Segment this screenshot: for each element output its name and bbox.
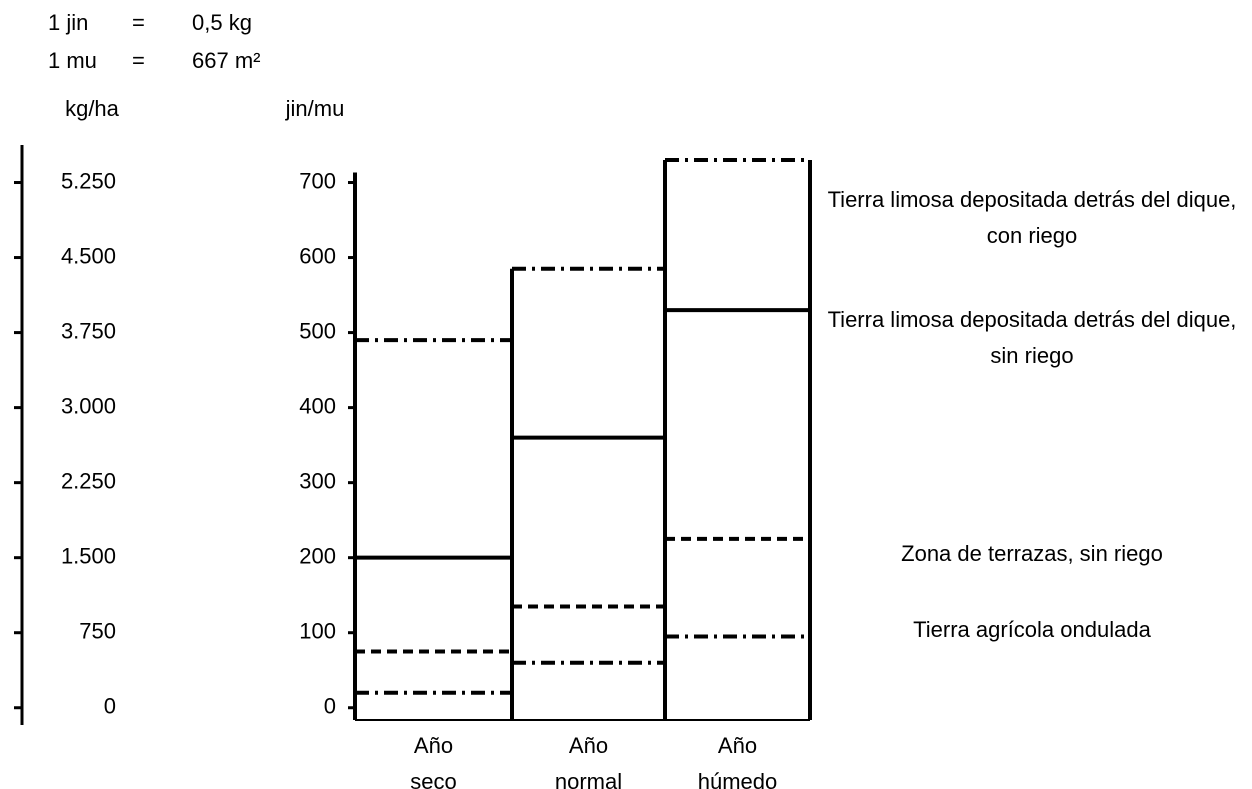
legend-label: Tierra agrícola ondulada xyxy=(913,617,1151,642)
y-tick-label: 300 xyxy=(299,468,336,493)
conversion-value: 0,5 kg xyxy=(192,10,252,35)
conversion-unit: 1 jin xyxy=(48,10,88,35)
y2-tick-label: 4.500 xyxy=(61,243,116,268)
legend-label: Tierra limosa depositada detrás del diqu… xyxy=(827,307,1237,368)
legend-label: Zona de terrazas, sin riego xyxy=(901,541,1163,566)
x-tick-label: Año seco xyxy=(410,733,457,789)
conversion-unit: 1 mu xyxy=(48,48,97,73)
y-tick-label: 600 xyxy=(299,243,336,268)
x-tick-label: Año normal xyxy=(554,733,623,789)
y2-tick-label: 1.500 xyxy=(61,543,116,568)
y-tick-label: 500 xyxy=(299,318,336,343)
y2-tick-label: 750 xyxy=(79,619,116,644)
y-tick-label: 700 xyxy=(299,168,336,193)
y2-tick-label: 5.250 xyxy=(61,168,116,193)
y-tick-label: 0 xyxy=(324,694,336,719)
conversion-value: 667 m² xyxy=(192,48,260,73)
legend-label: Tierra limosa depositada detrás del diqu… xyxy=(827,187,1237,248)
x-tick-label: Año húmedo xyxy=(697,733,778,789)
y-tick-label: 100 xyxy=(299,619,336,644)
y-axis-label: jin/mu xyxy=(285,96,345,121)
y2-tick-label: 3.000 xyxy=(61,393,116,418)
y2-tick-label: 3.750 xyxy=(61,318,116,343)
y-tick-label: 400 xyxy=(299,393,336,418)
y2-axis-label: kg/ha xyxy=(65,96,120,121)
conversion-equals: = xyxy=(132,48,145,73)
conversion-equals: = xyxy=(132,10,145,35)
y-tick-label: 200 xyxy=(299,543,336,568)
y2-tick-label: 0 xyxy=(104,694,116,719)
y2-tick-label: 2.250 xyxy=(61,468,116,493)
